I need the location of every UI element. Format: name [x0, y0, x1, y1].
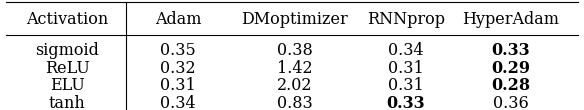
- Text: 0.31: 0.31: [388, 60, 424, 77]
- Text: 0.34: 0.34: [388, 42, 424, 59]
- Text: 0.33: 0.33: [492, 42, 530, 59]
- Text: 0.83: 0.83: [277, 95, 313, 110]
- Text: 0.36: 0.36: [493, 95, 529, 110]
- Text: 0.31: 0.31: [388, 77, 424, 94]
- Text: ELU: ELU: [50, 77, 85, 94]
- Text: 0.29: 0.29: [492, 60, 530, 77]
- Text: 2.02: 2.02: [277, 77, 312, 94]
- Text: 0.32: 0.32: [160, 60, 196, 77]
- Text: 0.28: 0.28: [492, 77, 530, 94]
- Text: sigmoid: sigmoid: [35, 42, 99, 59]
- Text: 0.35: 0.35: [160, 42, 196, 59]
- Text: RNNprop: RNNprop: [367, 11, 445, 28]
- Text: 0.33: 0.33: [387, 95, 425, 110]
- Text: HyperAdam: HyperAdam: [463, 11, 559, 28]
- Text: tanh: tanh: [49, 95, 85, 110]
- Text: 0.31: 0.31: [160, 77, 196, 94]
- Text: Adam: Adam: [155, 11, 201, 28]
- Text: DMoptimizer: DMoptimizer: [242, 11, 348, 28]
- Text: ReLU: ReLU: [45, 60, 89, 77]
- Text: Activation: Activation: [26, 11, 108, 28]
- Text: 0.38: 0.38: [277, 42, 313, 59]
- Text: 0.34: 0.34: [160, 95, 196, 110]
- Text: 1.42: 1.42: [277, 60, 313, 77]
